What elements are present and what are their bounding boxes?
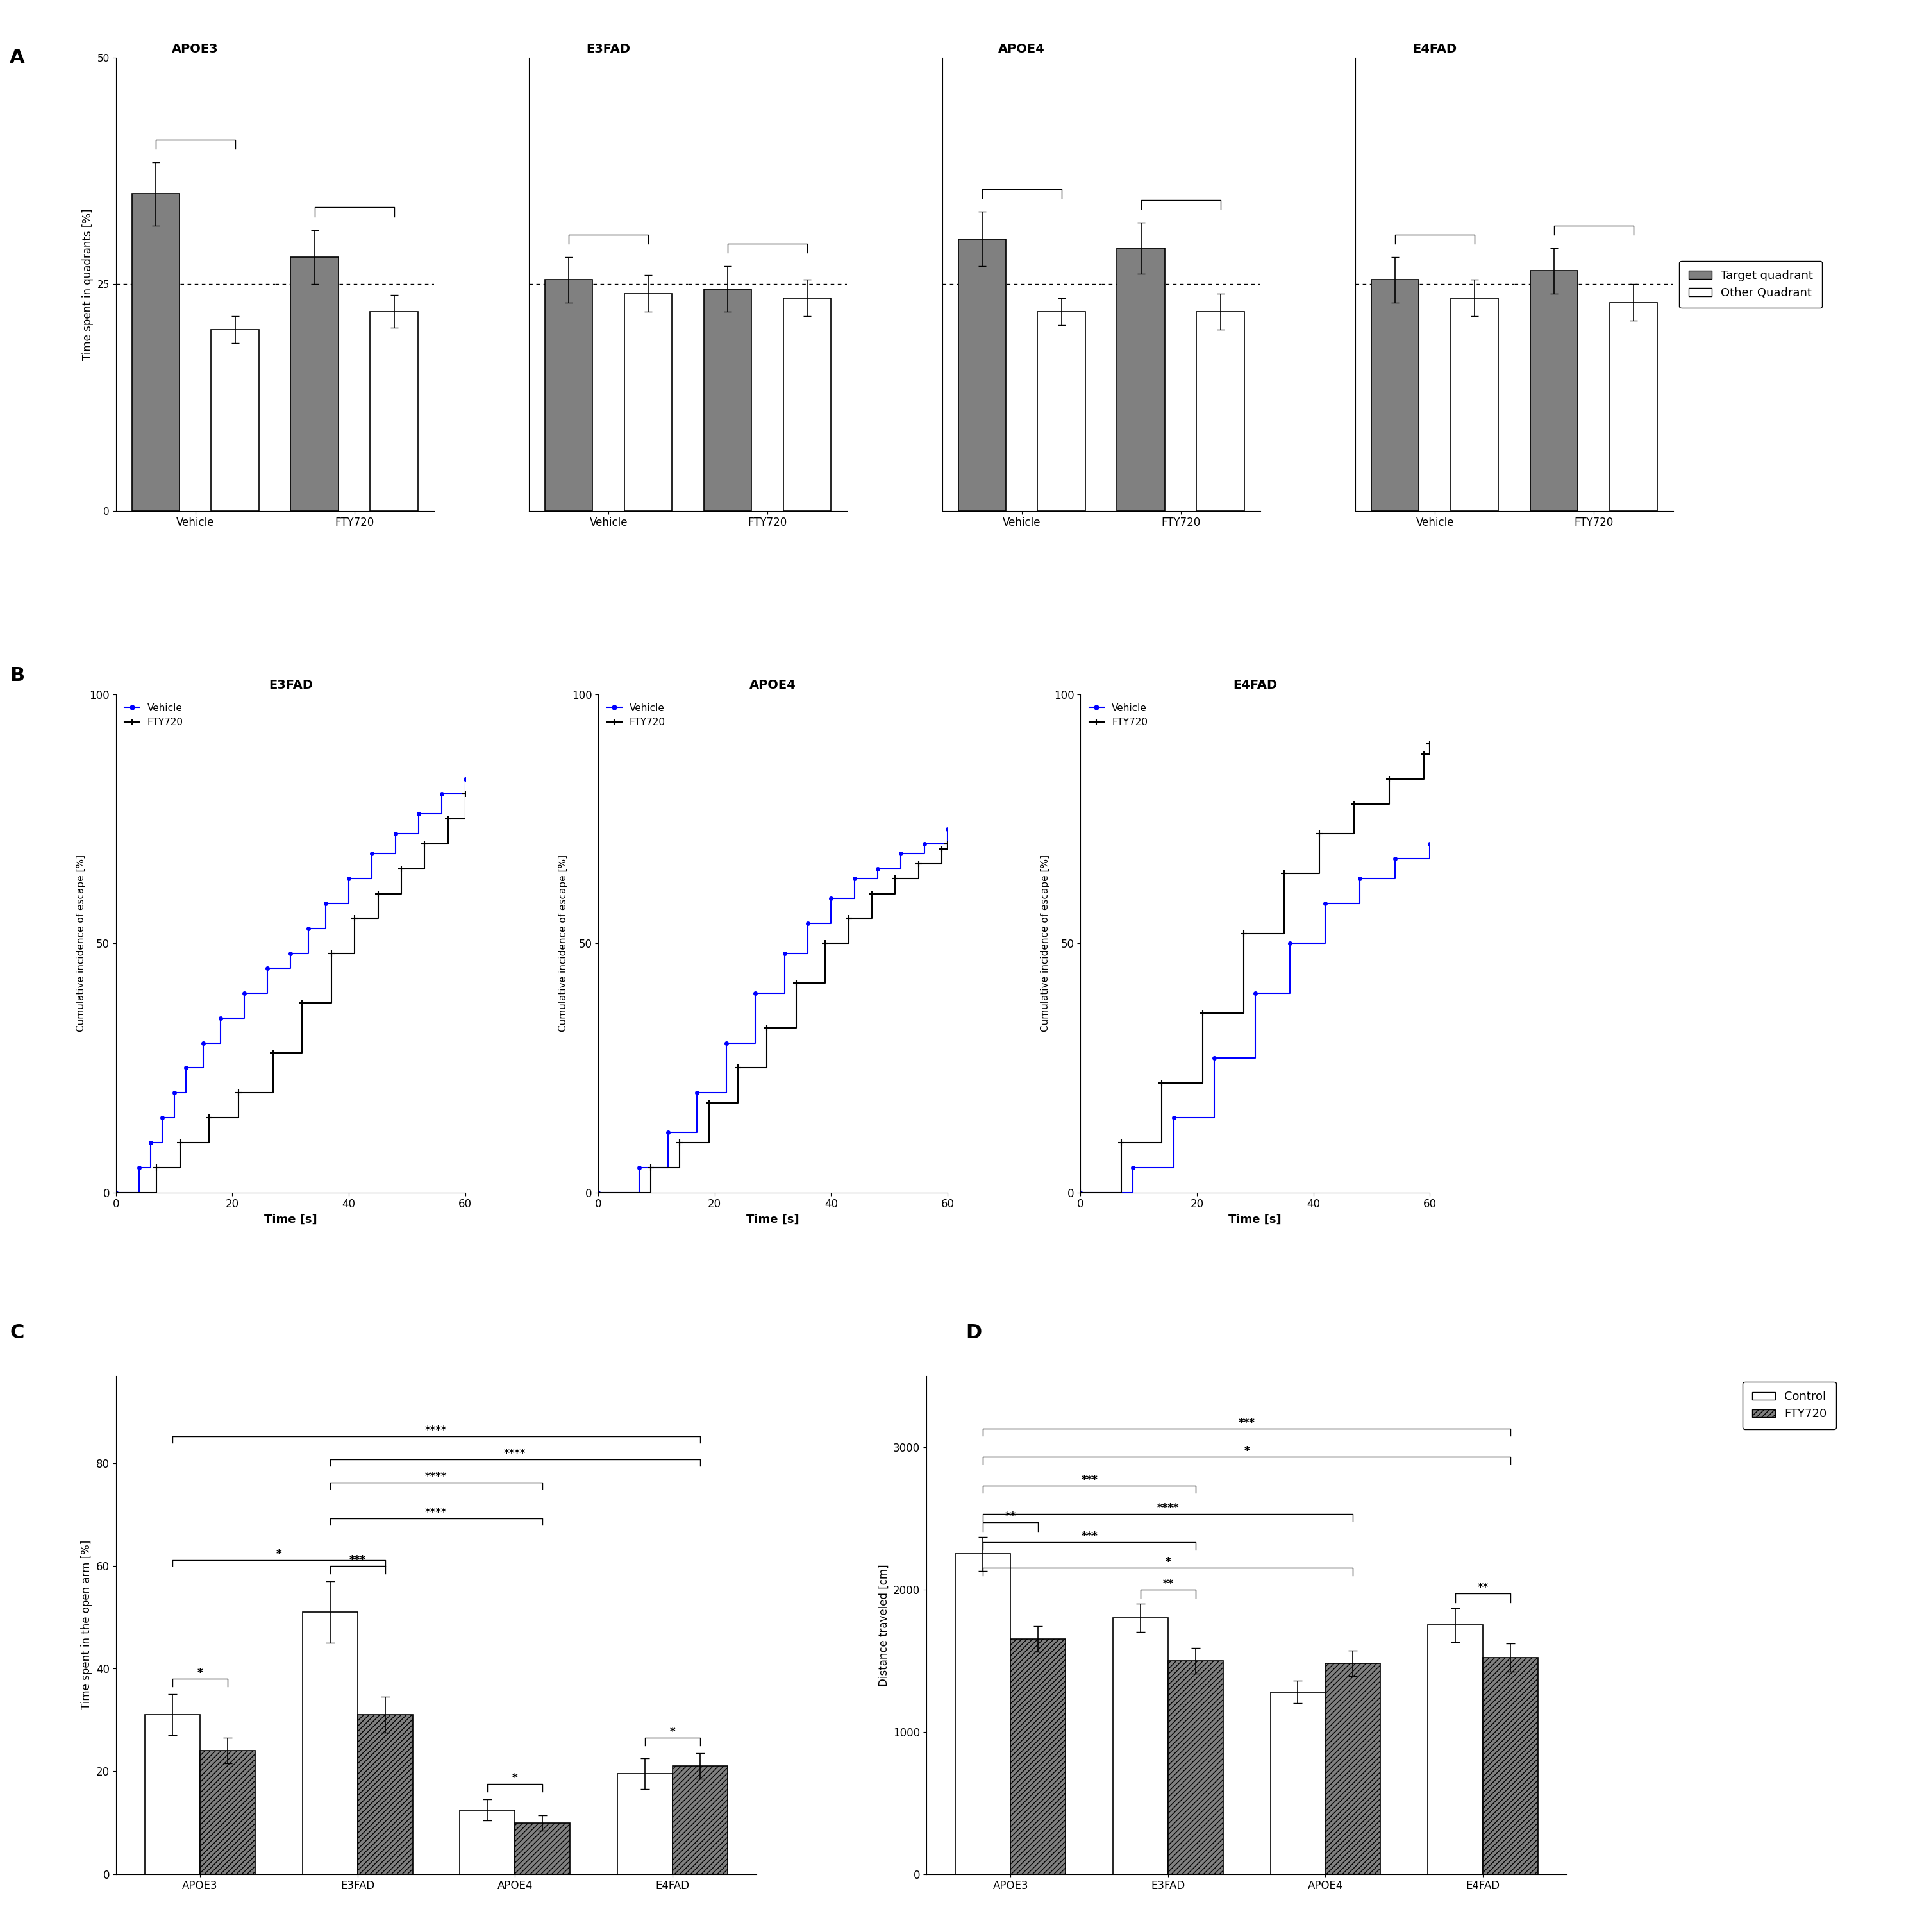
Legend: Target quadrant, Other Quadrant: Target quadrant, Other Quadrant [1680, 261, 1823, 307]
Bar [1037, 311, 1085, 510]
Text: *: * [670, 1727, 676, 1739]
Text: *: * [512, 1774, 518, 1783]
Text: ****: **** [1157, 1503, 1180, 1515]
Bar [1483, 1658, 1537, 1874]
Bar [201, 1750, 255, 1874]
Bar [1010, 1638, 1066, 1874]
Text: ***: *** [1081, 1530, 1097, 1542]
Text: ***: *** [1081, 1474, 1097, 1486]
Legend: Vehicle, FTY720: Vehicle, FTY720 [602, 699, 670, 730]
Text: ****: **** [504, 1449, 525, 1461]
Text: ***: *** [1238, 1416, 1255, 1428]
Legend: Control, FTY720: Control, FTY720 [1744, 1381, 1836, 1430]
Text: ***: *** [350, 1555, 365, 1567]
Bar [1116, 247, 1164, 510]
Title: APOE4: APOE4 [749, 680, 796, 692]
Bar [1450, 298, 1498, 510]
Bar [131, 193, 180, 510]
Title: E3FAD: E3FAD [268, 680, 313, 692]
Text: D: D [966, 1323, 981, 1343]
Legend: Vehicle, FTY720: Vehicle, FTY720 [1085, 699, 1151, 730]
Bar [618, 1774, 672, 1874]
Text: **: ** [1162, 1578, 1174, 1590]
Title: E3FAD: E3FAD [587, 43, 631, 56]
Y-axis label: Cumulative incidence of escape [%]: Cumulative incidence of escape [%] [558, 854, 568, 1032]
Title: E4FAD: E4FAD [1413, 43, 1458, 56]
Title: E4FAD: E4FAD [1234, 680, 1276, 692]
Bar [672, 1766, 728, 1874]
Bar [1271, 1692, 1325, 1874]
Title: APOE3: APOE3 [172, 43, 218, 56]
Text: B: B [10, 667, 25, 686]
Bar [1371, 280, 1419, 510]
Bar [705, 290, 751, 510]
Text: **: ** [1006, 1511, 1016, 1522]
Bar [303, 1611, 357, 1874]
Bar [784, 298, 830, 510]
Text: ****: **** [425, 1470, 448, 1482]
Text: C: C [10, 1323, 23, 1343]
Title: APOE4: APOE4 [998, 43, 1045, 56]
Bar [210, 330, 259, 510]
Bar [1427, 1625, 1483, 1874]
Y-axis label: Time spent in the open arm [%]: Time spent in the open arm [%] [81, 1540, 93, 1710]
Bar [1168, 1662, 1222, 1874]
Bar [357, 1716, 413, 1874]
Y-axis label: Cumulative incidence of escape [%]: Cumulative incidence of escape [%] [1041, 854, 1050, 1032]
Bar [956, 1553, 1010, 1874]
Bar [516, 1822, 570, 1874]
Text: ****: **** [425, 1507, 448, 1519]
Text: *: * [1244, 1445, 1249, 1457]
Text: **: ** [1477, 1582, 1489, 1594]
Text: ****: **** [425, 1426, 448, 1437]
Text: *: * [276, 1548, 282, 1559]
X-axis label: Time [s]: Time [s] [1228, 1213, 1282, 1225]
Bar [1325, 1663, 1381, 1874]
Bar [1197, 311, 1244, 510]
Bar [1112, 1617, 1168, 1874]
Text: *: * [1164, 1557, 1170, 1569]
X-axis label: Time [s]: Time [s] [265, 1213, 317, 1225]
Text: *: * [197, 1667, 203, 1679]
Y-axis label: Time spent in quadrants [%]: Time spent in quadrants [%] [83, 209, 95, 359]
X-axis label: Time [s]: Time [s] [747, 1213, 799, 1225]
Bar [1529, 270, 1578, 510]
Bar [460, 1810, 516, 1874]
Bar [624, 294, 672, 510]
Bar [292, 257, 338, 510]
Y-axis label: Distance traveled [cm]: Distance traveled [cm] [879, 1563, 890, 1687]
Y-axis label: Cumulative incidence of escape [%]: Cumulative incidence of escape [%] [75, 854, 85, 1032]
Text: A: A [10, 48, 25, 68]
Legend: Vehicle, FTY720: Vehicle, FTY720 [122, 699, 187, 730]
Bar [371, 311, 417, 510]
Bar [545, 280, 593, 510]
Bar [1610, 303, 1657, 510]
Bar [958, 240, 1006, 510]
Bar [145, 1716, 201, 1874]
